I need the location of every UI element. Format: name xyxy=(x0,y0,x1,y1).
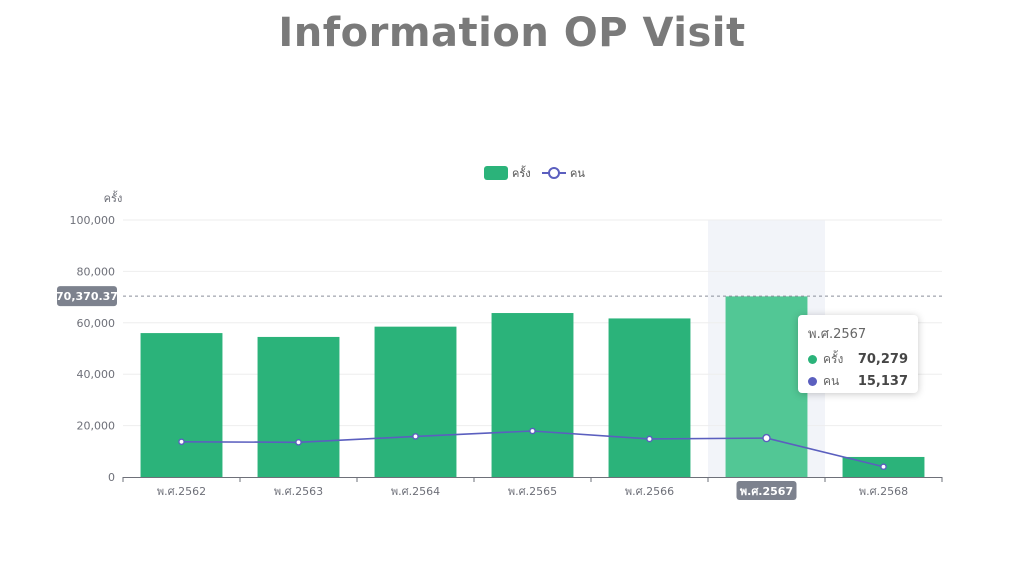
bar xyxy=(725,296,808,477)
tooltip-value-persons: 15,137 xyxy=(857,373,908,389)
x-tick-label: พ.ศ.2562 xyxy=(157,485,206,498)
mark-line-label: 70,370.37 xyxy=(56,290,118,303)
tooltip-label-persons: คน xyxy=(823,373,840,388)
x-tick-label: พ.ศ.2567 xyxy=(740,485,793,498)
y-tick-label: 80,000 xyxy=(77,265,116,278)
line-point xyxy=(295,439,302,446)
x-tick-label: พ.ศ.2563 xyxy=(274,485,323,498)
x-highlight-label-bg xyxy=(736,481,797,500)
legend-swatch-visits xyxy=(484,166,508,180)
y-axis-title: ครั้ง xyxy=(104,190,123,205)
y-tick-label: 40,000 xyxy=(77,368,116,381)
tooltip-title: พ.ศ.2567 xyxy=(808,327,867,342)
bar xyxy=(491,313,574,477)
line-point xyxy=(178,438,185,446)
tooltip-dot-visits xyxy=(808,354,817,364)
line-point xyxy=(880,463,887,471)
tooltip-value-visits: 70,279 xyxy=(857,351,908,367)
line-point xyxy=(646,435,653,443)
bar xyxy=(140,333,223,477)
tooltip-label-visits: ครั้ง xyxy=(823,351,844,366)
x-tick-label: พ.ศ.2568 xyxy=(859,485,908,498)
x-tick-label: พ.ศ.2566 xyxy=(625,485,674,498)
tooltip-dot-persons xyxy=(808,376,817,386)
line-point xyxy=(412,433,419,440)
tooltip-row-visits: ครั้ง 70,279 xyxy=(808,348,908,370)
y-tick-label: 20,000 xyxy=(77,420,116,433)
tooltip-row-persons: คน 15,137 xyxy=(808,370,908,392)
line-point xyxy=(529,427,536,435)
legend-swatch-persons-marker xyxy=(548,167,560,179)
page-title: Information OP Visit xyxy=(278,10,746,56)
chart-tooltip: พ.ศ.2567 ครั้ง 70,279 คน 15,137 xyxy=(798,315,918,393)
legend-label-persons: คน xyxy=(570,167,585,180)
x-tick-label: พ.ศ.2565 xyxy=(508,485,557,498)
bar xyxy=(257,336,340,477)
bar xyxy=(374,326,457,477)
bar xyxy=(608,318,691,477)
y-tick-label: 60,000 xyxy=(77,317,116,330)
y-tick-label: 100,000 xyxy=(70,214,116,227)
line-point xyxy=(762,433,771,443)
legend-label-visits: ครั้ง xyxy=(512,165,531,180)
y-tick-label: 0 xyxy=(108,471,115,484)
x-tick-label: พ.ศ.2564 xyxy=(391,485,440,498)
mark-line-label-bg xyxy=(57,286,117,307)
